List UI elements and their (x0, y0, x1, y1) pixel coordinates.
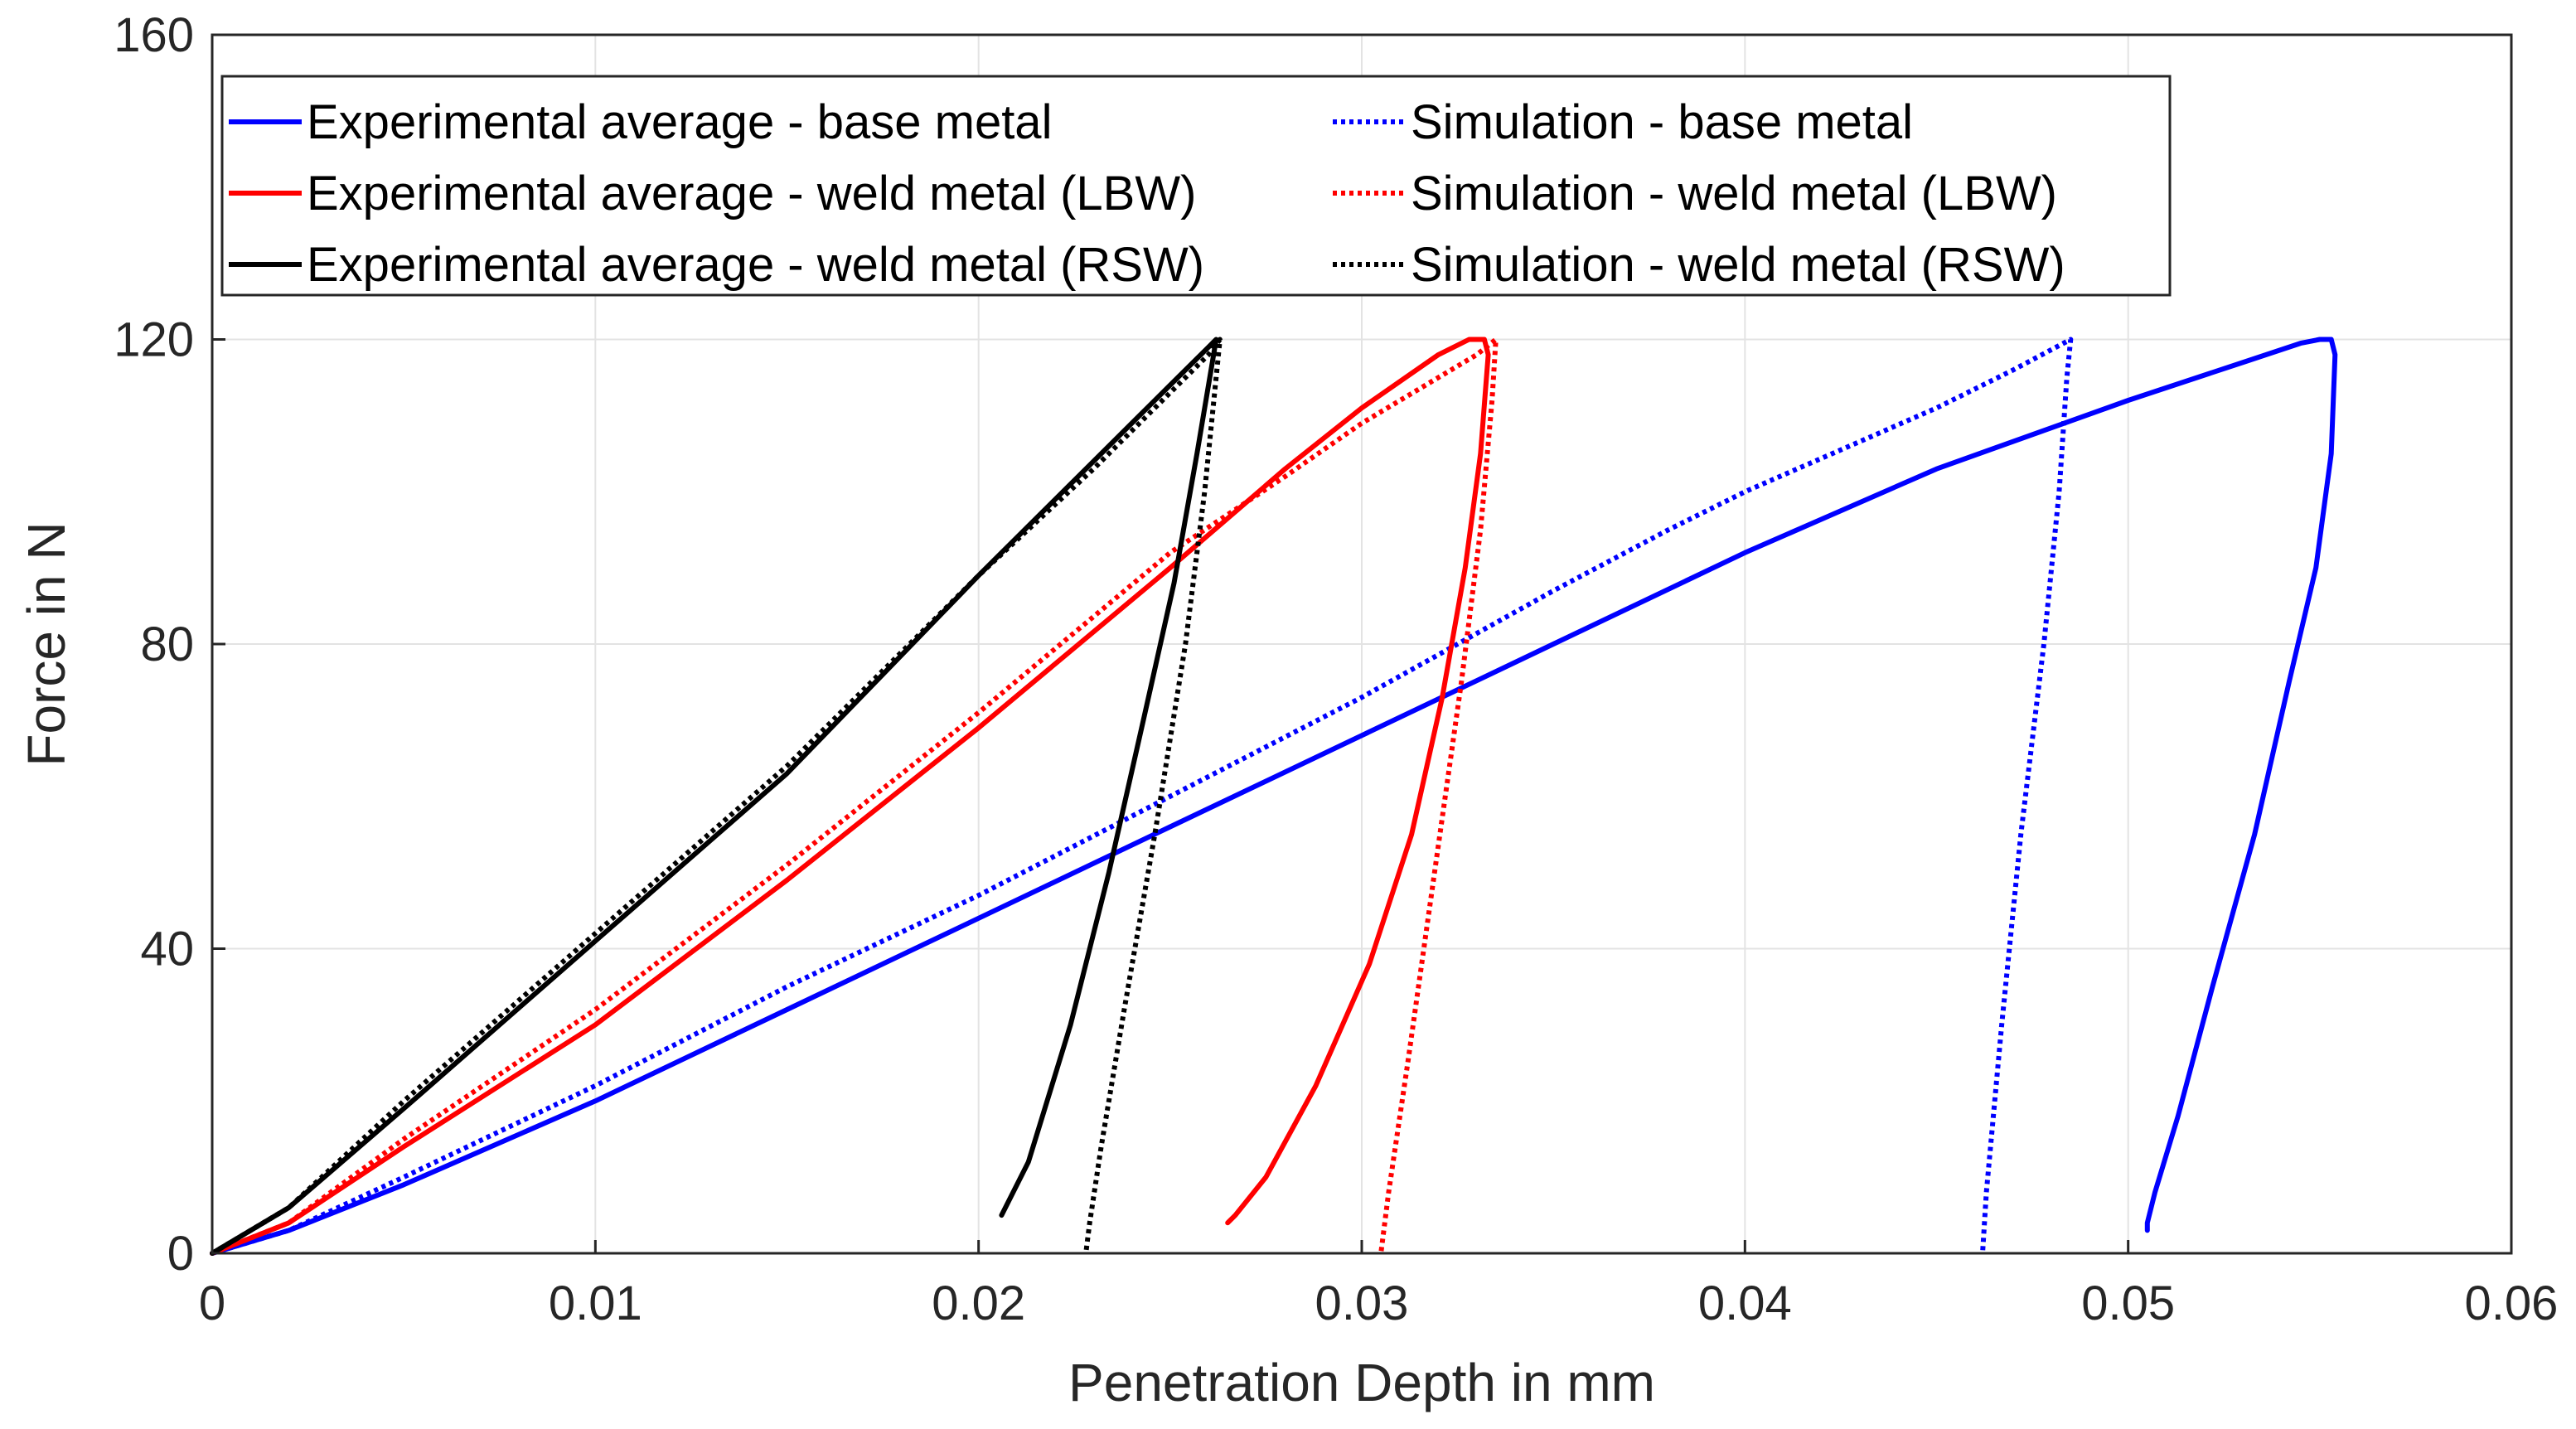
y-tick-label: 120 (114, 313, 194, 367)
x-axis-title: Penetration Depth in mm (1068, 1353, 1655, 1412)
y-axis-title: Force in N (17, 521, 76, 766)
tick-layer: 0 0.01 0.02 0.03 0.04 0.05 0.06 0 40 80 120 160 (114, 8, 2558, 1330)
x-tick-label: 0.01 (549, 1276, 642, 1330)
series-line-5 (210, 337, 1219, 1256)
x-tick-label: 0.05 (2081, 1276, 2175, 1330)
legend-label-2: Simulation - base metal (1411, 95, 1913, 149)
x-tick-label: 0.03 (1315, 1276, 1409, 1330)
legend-label-6: Simulation - weld metal (RSW) (1411, 238, 2065, 292)
legend-box (220, 75, 2172, 297)
x-tick-label: 0 (199, 1276, 225, 1330)
y-tick-label: 40 (140, 923, 194, 976)
y-tick-label: 80 (140, 618, 194, 671)
y-tick-label: 160 (114, 8, 194, 62)
series-line-6 (211, 337, 1223, 1256)
x-tick-label: 0.02 (932, 1276, 1025, 1330)
x-tick-label: 0.04 (1698, 1276, 1792, 1330)
legend-label-1: Experimental average - base metal (307, 95, 1052, 149)
legend-label-5: Experimental average - weld metal (RSW) (307, 238, 1204, 292)
legend-label-4: Simulation - weld metal (LBW) (1411, 167, 2057, 220)
legend: Experimental average - base metal Experim… (220, 75, 2172, 297)
series-line-1 (210, 337, 2338, 1256)
series-line-3 (210, 337, 1491, 1256)
series-line-4 (211, 337, 1499, 1256)
series-layer (210, 337, 2338, 1256)
series-line-2 (211, 337, 2074, 1256)
legend-label-3: Experimental average - weld metal (LBW) (307, 167, 1196, 220)
y-tick-label: 0 (167, 1227, 194, 1281)
x-tick-label: 0.06 (2465, 1276, 2559, 1330)
